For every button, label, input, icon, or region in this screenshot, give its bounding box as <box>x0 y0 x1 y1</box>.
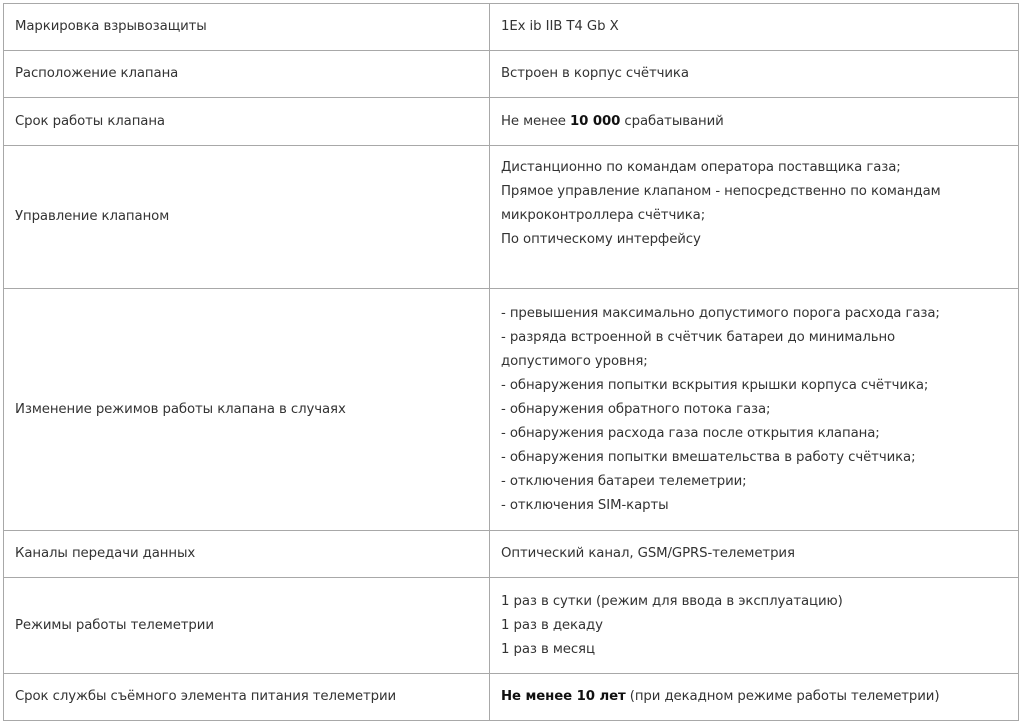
value-line: - отключения батареи телеметрии; <box>501 473 747 489</box>
table-row: Изменение режимов работы клапана в случа… <box>3 288 1019 531</box>
value-line: По оптическому интерфейсу <box>501 232 701 247</box>
value-bold: 10 000 <box>570 113 621 129</box>
row-value: Дистанционно по командам оператора поста… <box>489 145 1019 289</box>
specs-table: Маркировка взрывозащиты 1Ex ib IIB T4 Gb… <box>3 3 1019 721</box>
row-label: Расположение клапана <box>3 50 490 98</box>
value-pre: Не менее <box>501 113 570 129</box>
value-line: - превышения максимально допустимого пор… <box>501 305 940 321</box>
value-line: - разряда встроенной в счётчик батареи д… <box>501 329 896 345</box>
row-label: Управление клапаном <box>3 145 490 289</box>
row-value: 1Ex ib IIB T4 Gb X <box>489 3 1019 51</box>
row-label: Срок работы клапана <box>3 97 490 146</box>
value-line: 1 раз в декаду <box>501 617 603 633</box>
row-value: Встроен в корпус счётчика <box>489 50 1019 98</box>
table-row: Управление клапаном Дистанционно по кома… <box>3 145 1019 289</box>
row-value: Не менее 10 000 срабатываний <box>489 97 1019 146</box>
value-line: микроконтроллера счётчика; <box>501 208 706 223</box>
value-line: Прямое управление клапаном - непосредств… <box>501 184 941 199</box>
value-line: 1 раз в месяц <box>501 641 595 657</box>
row-value: 1 раз в сутки (режим для ввода в эксплуа… <box>489 577 1019 674</box>
row-value: Не менее 10 лет (при декадном режиме раб… <box>489 673 1019 721</box>
table-row: Срок работы клапана Не менее 10 000 сраб… <box>3 97 1019 146</box>
value-line: - обнаружения расхода газа после открыти… <box>501 425 880 441</box>
row-label: Изменение режимов работы клапана в случа… <box>3 288 490 531</box>
table-row: Расположение клапана Встроен в корпус сч… <box>3 50 1019 98</box>
row-value: Оптический канал, GSM/GPRS-телеметрия <box>489 530 1019 578</box>
value-line: - обнаружения обратного потока газа; <box>501 401 771 417</box>
table-row: Каналы передачи данных Оптический канал,… <box>3 530 1019 578</box>
row-label: Режимы работы телеметрии <box>3 577 490 674</box>
value-bold: Не менее 10 лет <box>501 689 626 704</box>
table-row: Маркировка взрывозащиты 1Ex ib IIB T4 Gb… <box>3 3 1019 51</box>
value-line: - обнаружения попытки вмешательства в ра… <box>501 449 916 465</box>
value-line: - обнаружения попытки вскрытия крышки ко… <box>501 377 929 393</box>
table-row: Срок службы съёмного элемента питания те… <box>3 673 1019 721</box>
value-line: - отключения SIM-карты <box>501 497 669 513</box>
value-line: Дистанционно по командам оператора поста… <box>501 160 901 175</box>
value-post: срабатываний <box>620 113 724 129</box>
table-row: Режимы работы телеметрии 1 раз в сутки (… <box>3 577 1019 674</box>
row-value: - превышения максимально допустимого пор… <box>489 288 1019 531</box>
value-line: допустимого уровня; <box>501 353 648 369</box>
row-label: Маркировка взрывозащиты <box>3 3 490 51</box>
value-line: 1 раз в сутки (режим для ввода в эксплуа… <box>501 593 843 609</box>
row-label: Срок службы съёмного элемента питания те… <box>3 673 490 721</box>
row-label: Каналы передачи данных <box>3 530 490 578</box>
value-post: (при декадном режиме работы телеметрии) <box>625 689 940 704</box>
